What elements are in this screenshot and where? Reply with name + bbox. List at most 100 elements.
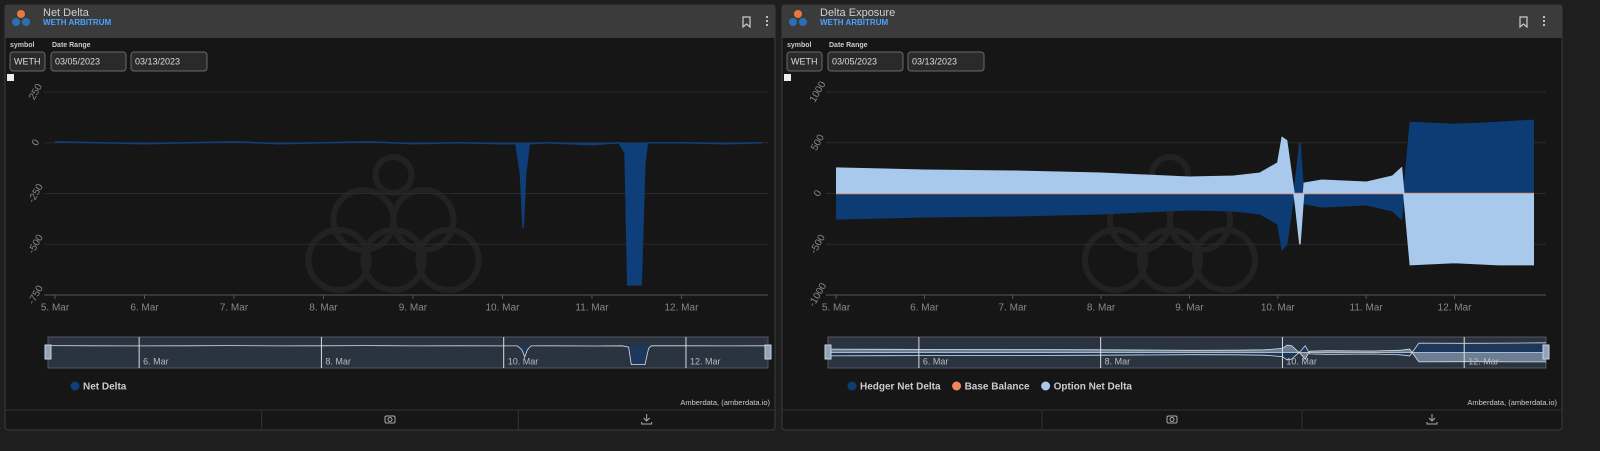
input-value: WETH (791, 56, 818, 66)
y-tick-label: 0 (812, 188, 825, 199)
x-tick-label: 12. Mar (1438, 303, 1473, 314)
panel-subtitle: WETH ARBITRUM (43, 18, 111, 27)
x-tick-label: 9. Mar (399, 303, 428, 314)
logo-dot (12, 18, 20, 26)
area-fill-navigator (828, 342, 1546, 360)
y-tick-label: 0 (30, 137, 43, 148)
legend-marker[interactable] (847, 381, 857, 391)
watermark-ring (330, 187, 397, 253)
panel-title: Net Delta (43, 7, 90, 19)
input-box[interactable] (786, 51, 823, 72)
input-box[interactable] (827, 51, 904, 72)
x-tick-label: 7. Mar (220, 303, 249, 314)
legend-marker[interactable] (70, 381, 80, 391)
area-fill (836, 120, 1534, 250)
navigator-handle[interactable] (44, 344, 52, 360)
credit: Amberdata, (amberdata.io) (680, 398, 770, 407)
x-tick-label: 11. Mar (1350, 303, 1384, 314)
camera-icon[interactable] (1166, 415, 1178, 424)
x-tick-label: 12. Mar (665, 303, 700, 314)
legend-label[interactable]: Net Delta (83, 382, 127, 393)
series-line (54, 140, 763, 286)
download-icon[interactable] (1426, 414, 1438, 425)
menu-dot[interactable] (765, 15, 769, 19)
camera-lens (387, 417, 393, 422)
panel-title: Delta Exposure (820, 7, 895, 19)
navigator-tick-label: 10. Mar (508, 356, 539, 366)
symbol-label: symbol (787, 42, 812, 49)
navigator-tick-label: 6. Mar (143, 356, 169, 366)
series-line (835, 136, 1534, 266)
watermark (305, 154, 482, 293)
navigator-tick-label: 10. Mar (1286, 356, 1317, 366)
series-line-navigator (827, 344, 1546, 363)
input-box[interactable] (907, 51, 985, 72)
navigator-handle[interactable] (824, 344, 832, 360)
input-value: 03/05/2023 (832, 56, 877, 66)
watermark-ring (415, 227, 482, 293)
watermark-ring (360, 227, 427, 293)
x-tick-label: 11. Mar (575, 303, 609, 314)
x-tick-label: 5. Mar (41, 303, 70, 314)
camera-icon[interactable] (384, 415, 396, 424)
input-value: 03/13/2023 (135, 56, 180, 66)
navigator-tick-label: 8. Mar (325, 356, 351, 366)
menu-dot[interactable] (765, 19, 769, 23)
navigator-tick-label: 12. Mar (690, 356, 721, 366)
panel-header (782, 5, 1562, 38)
x-tick-label: 6. Mar (130, 303, 159, 314)
reset-button[interactable] (784, 74, 791, 81)
logo-dot (789, 18, 797, 26)
input-box[interactable] (130, 51, 208, 72)
credit: Amberdata, (amberdata.io) (1467, 398, 1557, 407)
bookmark-icon[interactable] (742, 16, 751, 29)
watermark-ring (1082, 227, 1148, 293)
camera-lens (1169, 417, 1175, 422)
panel-subtitle: WETH ARBITRUM (820, 18, 888, 27)
input-value: 03/05/2023 (55, 56, 100, 66)
date-range-label: Date Range (52, 42, 91, 49)
input-box[interactable] (9, 51, 46, 72)
legend-marker[interactable] (952, 381, 962, 391)
watermark-ring (1192, 227, 1258, 293)
series-line-navigator (827, 342, 1547, 361)
symbol-label: symbol (10, 42, 35, 49)
legend-label[interactable]: Option Net Delta (1054, 382, 1133, 393)
input-value: WETH (14, 56, 41, 66)
navigator-tick-label: 8. Mar (1105, 356, 1131, 366)
legend-label[interactable]: Hedger Net Delta (860, 382, 941, 393)
panel-header (5, 5, 775, 38)
navigator-handle[interactable] (1542, 344, 1550, 360)
x-tick-label: 5. Mar (822, 303, 851, 314)
x-tick-label: 10. Mar (486, 303, 521, 314)
area-fill-navigator (828, 345, 1546, 362)
navigator-tick-label: 6. Mar (923, 356, 949, 366)
logo-dot (22, 18, 30, 26)
menu-dot[interactable] (1542, 19, 1546, 23)
watermark-ring (390, 187, 457, 253)
legend-marker[interactable] (1041, 381, 1051, 391)
menu-dot[interactable] (765, 23, 769, 27)
x-tick-label: 10. Mar (1261, 303, 1296, 314)
logo-dot (799, 18, 807, 26)
menu-dot[interactable] (1542, 23, 1546, 27)
watermark-ring (305, 227, 372, 293)
download-icon[interactable] (641, 414, 653, 425)
navigator-tick-label: 12. Mar (1468, 356, 1499, 366)
legend-label[interactable]: Base Balance (965, 382, 1030, 393)
area-fill (836, 137, 1534, 265)
menu-dot[interactable] (1542, 15, 1546, 19)
reset-button[interactable] (7, 74, 14, 81)
x-tick-label: 6. Mar (910, 303, 939, 314)
series-line-navigator (47, 345, 769, 365)
bookmark-icon[interactable] (1519, 16, 1528, 29)
x-tick-label: 8. Mar (1087, 303, 1116, 314)
x-tick-label: 7. Mar (999, 303, 1028, 314)
x-tick-label: 9. Mar (1175, 303, 1204, 314)
input-value: 03/13/2023 (912, 56, 957, 66)
navigator-handle[interactable] (764, 344, 772, 360)
series-line (835, 119, 1535, 251)
input-box[interactable] (50, 51, 127, 72)
date-range-label: Date Range (829, 42, 868, 49)
